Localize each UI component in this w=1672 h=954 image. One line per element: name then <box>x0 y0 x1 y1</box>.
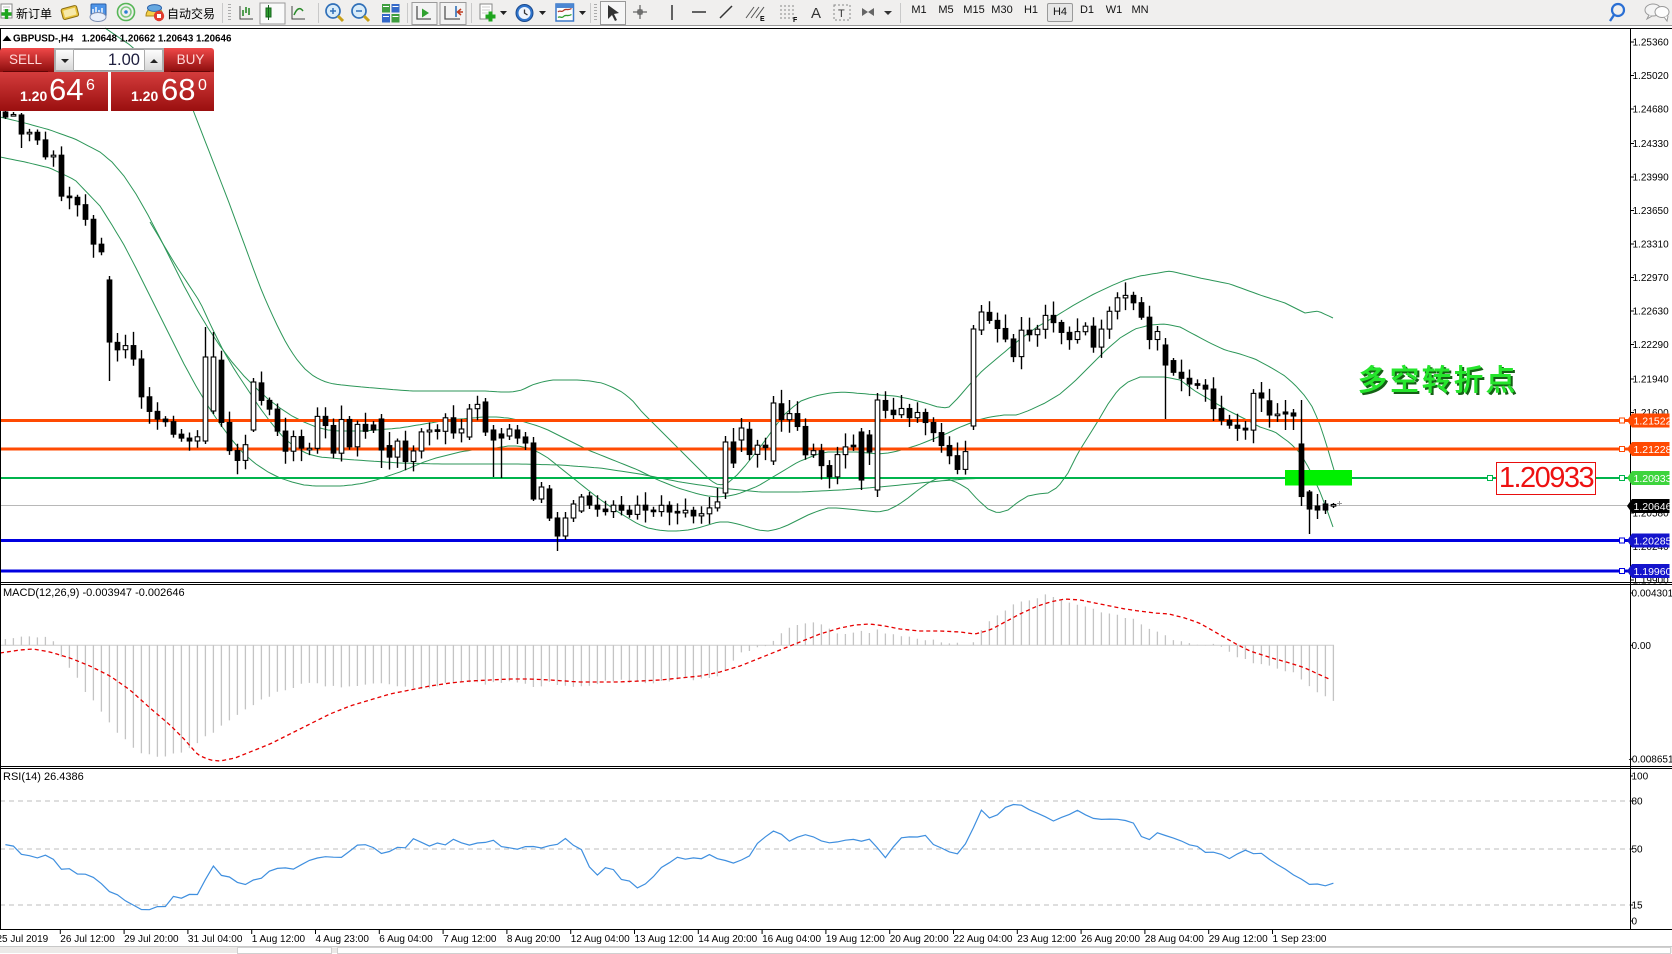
svg-text:25 Jul 2019: 25 Jul 2019 <box>0 934 49 945</box>
svg-text:26 Jul 12:00: 26 Jul 12:00 <box>60 934 115 945</box>
svg-text:1.22630: 1.22630 <box>1633 307 1670 318</box>
svg-text:GBPUSD-,H4 1.20648 1.20662 1: GBPUSD-,H4 1.20648 1.20662 1.20643 1.206… <box>13 34 232 45</box>
svg-text:15: 15 <box>1632 901 1644 912</box>
svg-text:1.21228: 1.21228 <box>1634 444 1672 456</box>
svg-text:1.24330: 1.24330 <box>1633 139 1670 150</box>
svg-text:16 Aug 04:00: 16 Aug 04:00 <box>762 934 821 945</box>
svg-text:31 Jul 04:00: 31 Jul 04:00 <box>188 934 243 945</box>
svg-text:8 Aug 20:00: 8 Aug 20:00 <box>507 934 561 945</box>
svg-text:1 Sep 23:00: 1 Sep 23:00 <box>1273 934 1327 945</box>
svg-text:7 Aug 12:00: 7 Aug 12:00 <box>443 934 497 945</box>
svg-text:1.20646: 1.20646 <box>1634 501 1672 513</box>
svg-text:100: 100 <box>1632 772 1649 783</box>
svg-text:0.00: 0.00 <box>1632 641 1652 652</box>
svg-text:1.25020: 1.25020 <box>1633 71 1670 82</box>
svg-text:1.23310: 1.23310 <box>1633 240 1670 251</box>
svg-text:28 Aug 04:00: 28 Aug 04:00 <box>1145 934 1204 945</box>
svg-text:1.20285: 1.20285 <box>1634 535 1672 547</box>
svg-text:MACD(12,26,9) -0.003947 -0.002: MACD(12,26,9) -0.003947 -0.002646 <box>3 587 185 599</box>
svg-text:-0.008651: -0.008651 <box>1629 755 1672 766</box>
svg-text:1.19960: 1.19960 <box>1634 566 1672 578</box>
svg-text:29 Aug 12:00: 29 Aug 12:00 <box>1209 934 1268 945</box>
svg-text:1.21940: 1.21940 <box>1633 375 1670 386</box>
svg-text:RSI(14) 26.4386: RSI(14) 26.4386 <box>3 771 84 783</box>
svg-text:29 Jul 20:00: 29 Jul 20:00 <box>124 934 179 945</box>
svg-text:A: A <box>811 5 821 22</box>
svg-text:1.21522: 1.21522 <box>1634 415 1672 427</box>
svg-text:22 Aug 04:00: 22 Aug 04:00 <box>954 934 1013 945</box>
svg-text:0.004301: 0.004301 <box>1632 589 1672 600</box>
svg-text:80: 80 <box>1632 797 1644 808</box>
svg-text:20 Aug 20:00: 20 Aug 20:00 <box>890 934 949 945</box>
svg-text:F: F <box>793 17 798 24</box>
svg-text:50: 50 <box>1632 845 1644 856</box>
svg-text:1.20933: 1.20933 <box>1634 473 1672 485</box>
svg-text:1.23650: 1.23650 <box>1633 206 1670 217</box>
svg-text:26 Aug 20:00: 26 Aug 20:00 <box>1081 934 1140 945</box>
svg-text:14 Aug 20:00: 14 Aug 20:00 <box>698 934 757 945</box>
svg-text:0: 0 <box>1632 917 1638 928</box>
svg-text:6 Aug 04:00: 6 Aug 04:00 <box>379 934 433 945</box>
svg-text:4 Aug 23:00: 4 Aug 23:00 <box>316 934 370 945</box>
svg-text:1.24680: 1.24680 <box>1633 105 1670 116</box>
svg-text:1.25360: 1.25360 <box>1633 38 1670 49</box>
svg-text:1.22970: 1.22970 <box>1633 273 1670 284</box>
svg-text:1.23990: 1.23990 <box>1633 173 1670 184</box>
svg-text:13 Aug 12:00: 13 Aug 12:00 <box>635 934 694 945</box>
svg-text:1.22290: 1.22290 <box>1633 340 1670 351</box>
svg-text:23 Aug 12:00: 23 Aug 12:00 <box>1017 934 1076 945</box>
svg-text:E: E <box>760 16 765 23</box>
svg-text:T: T <box>838 8 845 20</box>
svg-text:12 Aug 04:00: 12 Aug 04:00 <box>571 934 630 945</box>
svg-text:19 Aug 12:00: 19 Aug 12:00 <box>826 934 885 945</box>
svg-text:1 Aug 12:00: 1 Aug 12:00 <box>252 934 306 945</box>
